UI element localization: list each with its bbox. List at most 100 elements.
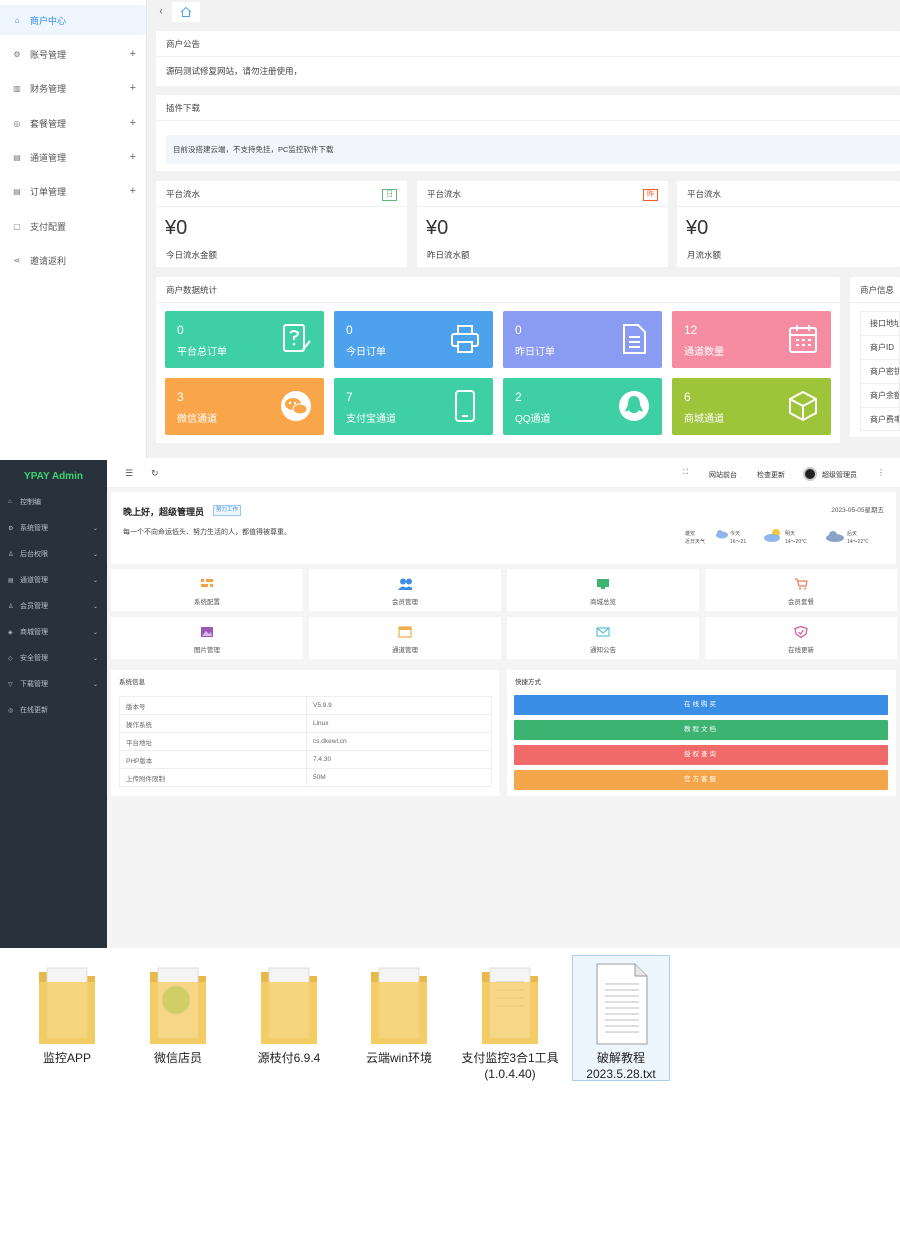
nav-item-downloads[interactable]: ▽ 下载管理 ⌄ xyxy=(0,671,107,697)
motto-text: 每一个不向命运低头、努力生活的人，都值得被尊重。 xyxy=(123,529,291,536)
file-item-monitor-app[interactable]: 监控APP xyxy=(18,962,116,1066)
stat-tile-total-orders[interactable]: 0 平台总订单 xyxy=(165,311,324,368)
fullscreen-icon[interactable]: ⛶ xyxy=(683,469,688,476)
nav-label: 控制编 xyxy=(20,499,41,506)
mail-icon xyxy=(596,627,610,637)
check-update-link[interactable]: 检查更新 xyxy=(757,472,785,479)
license-query-button[interactable]: 授权查询 xyxy=(514,745,888,765)
table-cell: 平台地址 xyxy=(119,732,307,751)
refresh-icon[interactable]: ↻ xyxy=(151,468,159,478)
stat-tile-qq[interactable]: 2 QQ通道 xyxy=(503,378,662,435)
weather-temp: 16～21 xyxy=(730,539,747,545)
nav-item-update[interactable]: ◎ 在线更新 xyxy=(0,697,107,723)
quick-tile-notices[interactable]: 通知公告 xyxy=(507,617,699,659)
sidebar-item-merchant-center[interactable]: ⌂ 商户中心 xyxy=(0,5,146,35)
file-item-yuanzhifu[interactable]: 源枝付6.9.4 xyxy=(240,962,338,1066)
buy-online-button[interactable]: 在线购买 xyxy=(514,695,888,715)
wechat-icon xyxy=(281,391,311,421)
channel-icon: ▤ xyxy=(13,152,21,162)
stat-label: 商城通道 xyxy=(684,414,724,425)
sidebar-item-label: 订单管理 xyxy=(30,186,67,197)
nav-label: 下载管理 xyxy=(20,681,48,688)
weather-today: 今天 16～21 xyxy=(730,530,746,546)
cube-icon xyxy=(789,390,817,422)
stat-tile-today-orders[interactable]: 0 今日订单 xyxy=(334,311,493,368)
config-icon: ▢ xyxy=(13,221,21,231)
file-item-crack-tutorial-txt[interactable]: 破解教程2023.5.28.txt xyxy=(572,955,670,1081)
file-name: 破解教程2023.5.28.txt xyxy=(586,1051,656,1081)
nav-label: 会员管理 xyxy=(20,603,48,610)
quick-tile-mall-overview[interactable]: 商城总览 xyxy=(507,569,699,611)
stat-label: 今日订单 xyxy=(346,347,386,358)
chevron-down-icon: ⌄ xyxy=(92,629,98,636)
channel-icon: ▤ xyxy=(8,577,14,584)
stat-number: 0 xyxy=(346,323,353,337)
sidebar-item-channel[interactable]: ▤ 通道管理 + xyxy=(0,142,146,172)
greeting-title: 晚上好，超级管理员 xyxy=(123,507,205,517)
nav-item-members[interactable]: ♙ 会员管理 ⌄ xyxy=(0,593,107,619)
expand-icon[interactable]: + xyxy=(129,48,136,60)
site-frontend-link[interactable]: 网站前台 xyxy=(709,472,737,479)
nav-item-permissions[interactable]: ♙ 后台权限 ⌄ xyxy=(0,541,107,567)
home-icon: ⌂ xyxy=(14,15,20,25)
nav-item-channel[interactable]: ▤ 通道管理 ⌄ xyxy=(0,567,107,593)
sidebar-item-invite[interactable]: ⋖ 邀请返利 xyxy=(0,245,146,275)
nav-item-console[interactable]: ⌂ 控制编 xyxy=(0,489,107,515)
nav-item-security[interactable]: ◇ 安全管理 ⌄ xyxy=(0,645,107,671)
quick-tile-label: 通道管理 xyxy=(392,647,418,654)
table-row: 操作系统 Linux xyxy=(119,714,492,733)
file-item-cloud-win-env[interactable]: 云端win环境 xyxy=(350,962,448,1066)
expand-icon[interactable]: + xyxy=(129,151,136,163)
file-item-pay-monitor-tool[interactable]: 支付监控3合1工具(1.0.4.40) xyxy=(461,962,559,1082)
stat-tile-alipay[interactable]: 7 支付宝通道 xyxy=(334,378,493,435)
chevron-down-icon: ⌄ xyxy=(92,551,98,558)
tab-home[interactable] xyxy=(172,2,200,22)
gear-icon: ⚙ xyxy=(8,525,14,532)
merchant-stats-card: 商户数据统计 0 平台总订单 0 今日订单 0 昨日订单 12 通道数量 3 微… xyxy=(156,277,840,443)
quick-tile-channels[interactable]: 通道管理 xyxy=(309,617,501,659)
support-button[interactable]: 官方客服 xyxy=(514,770,888,790)
sidebar-item-pay-config[interactable]: ▢ 支付配置 xyxy=(0,211,146,241)
shield-icon: ◇ xyxy=(8,655,13,662)
sidebar-item-account[interactable]: ⚙ 账号管理 + xyxy=(0,39,146,69)
stat-number: 0 xyxy=(177,323,184,337)
quick-tile-system-config[interactable]: 系统配置 xyxy=(111,569,303,611)
sidebar-item-package[interactable]: ◎ 套餐管理 + xyxy=(0,108,146,138)
gear-icon: ⚙ xyxy=(13,49,21,59)
info-row: 商户密钥 xyxy=(861,360,899,384)
table-cell: 上传附件限制 xyxy=(119,768,307,787)
stat-number: 2 xyxy=(515,390,522,404)
nav-item-system[interactable]: ⚙ 系统管理 ⌄ xyxy=(0,515,107,541)
chevron-down-icon: ⌄ xyxy=(92,577,98,584)
table-row: 平台地址 cs.dkewl.cn xyxy=(119,732,492,751)
flow-value: ¥0 xyxy=(165,217,188,239)
sidebar-item-finance[interactable]: ▥ 财务管理 + xyxy=(0,73,146,103)
quick-tile-member-package[interactable]: 会员套餐 xyxy=(705,569,897,611)
admin-username[interactable]: 超级管理员 xyxy=(822,472,857,479)
expand-icon[interactable]: + xyxy=(129,117,136,129)
quick-tile-online-update[interactable]: 在线更新 xyxy=(705,617,897,659)
chevron-left-icon[interactable]: ‹ xyxy=(159,6,163,17)
expand-icon[interactable]: + xyxy=(129,82,136,94)
chevron-down-icon: ⌄ xyxy=(92,603,98,610)
stat-tile-channel-count[interactable]: 12 通道数量 xyxy=(672,311,831,368)
sidebar-item-orders[interactable]: ▤ 订单管理 + xyxy=(0,176,146,206)
expand-icon[interactable]: + xyxy=(129,185,136,197)
menu-toggle-icon[interactable]: ☰ xyxy=(125,468,134,478)
quick-tile-images[interactable]: 图片管理 xyxy=(111,617,303,659)
quick-tile-members[interactable]: 会员管理 xyxy=(309,569,501,611)
stat-tile-wechat[interactable]: 3 微信通道 xyxy=(165,378,324,435)
weather-caption: 近日天气 xyxy=(685,539,706,545)
more-icon[interactable]: ⋮ xyxy=(877,468,885,477)
folder-icon xyxy=(371,967,427,1044)
card-title: 快捷方式 xyxy=(515,679,541,686)
avatar[interactable] xyxy=(803,467,817,481)
stat-tile-yesterday-orders[interactable]: 0 昨日订单 xyxy=(503,311,662,368)
file-item-wechat-clerk[interactable]: 微信店员 xyxy=(129,962,227,1066)
plugin-notice: 目前没搭建云端，不支持免挂，PC监控软件下载 xyxy=(166,135,900,164)
document-icon xyxy=(623,324,646,354)
nav-item-mall[interactable]: ◈ 商城管理 ⌄ xyxy=(0,619,107,645)
stat-tile-mall[interactable]: 6 商城通道 xyxy=(672,378,831,435)
docs-button[interactable]: 教程文档 xyxy=(514,720,888,740)
quick-tile-label: 图片管理 xyxy=(194,647,220,654)
